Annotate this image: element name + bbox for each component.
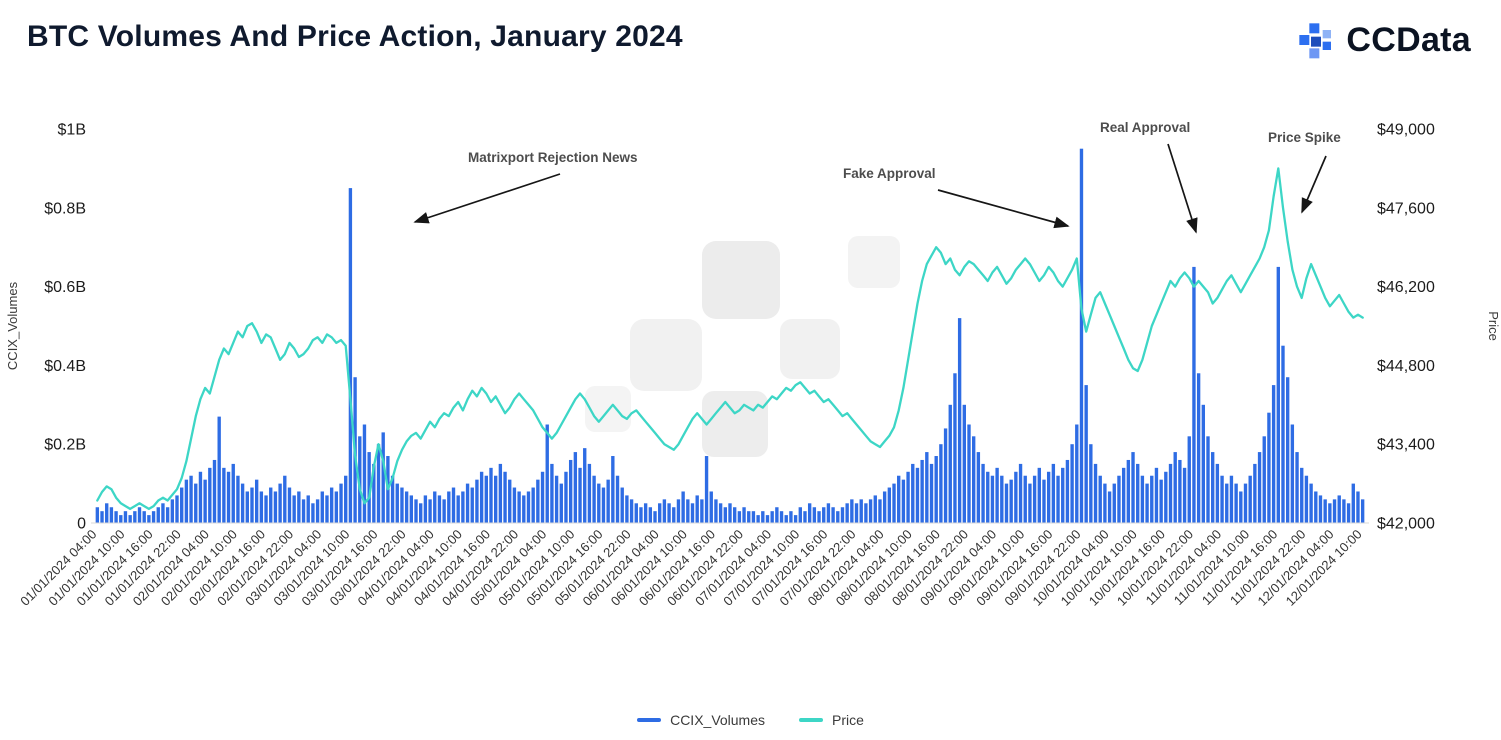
svg-text:Price: Price bbox=[1486, 311, 1501, 341]
legend-swatch-price bbox=[799, 718, 824, 722]
chart-title: BTC Volumes And Price Action, January 20… bbox=[27, 20, 683, 53]
svg-text:Fake Approval: Fake Approval bbox=[843, 166, 936, 181]
svg-text:$0.2B: $0.2B bbox=[44, 437, 86, 454]
svg-text:$0.6B: $0.6B bbox=[44, 279, 86, 296]
chart-annotations: Matrixport Rejection News Fake Approval Re… bbox=[413, 120, 1341, 234]
legend-item-price: Price bbox=[799, 712, 864, 728]
chart-legend: CCIX_Volumes Price bbox=[0, 701, 1501, 739]
legend-swatch-volumes bbox=[637, 718, 662, 722]
svg-text:$47,600: $47,600 bbox=[1377, 200, 1435, 217]
page-header: BTC Volumes And Price Action, January 20… bbox=[0, 0, 1501, 86]
svg-text:$1B: $1B bbox=[58, 122, 86, 139]
chart-area: $1B $0.8B $0.6B $0.4B $0.2B 0 $49,000 $47,600 $4… bbox=[0, 86, 1501, 705]
svg-text:Real Approval: Real Approval bbox=[1100, 120, 1190, 135]
ccdata-pixel-icon bbox=[1299, 23, 1332, 59]
svg-text:$0.8B: $0.8B bbox=[44, 200, 86, 217]
svg-text:$0.4B: $0.4B bbox=[44, 358, 86, 375]
svg-text:CCIX_Volumes: CCIX_Volumes bbox=[5, 281, 20, 370]
svg-text:Price Spike: Price Spike bbox=[1268, 130, 1341, 145]
price-line bbox=[96, 167, 1364, 511]
volume-price-chart: $1B $0.8B $0.6B $0.4B $0.2B 0 $49,000 $47,600 $4… bbox=[5, 120, 1501, 609]
svg-text:$43,400: $43,400 bbox=[1377, 437, 1435, 454]
svg-text:$44,800: $44,800 bbox=[1377, 358, 1435, 375]
ccdata-logo: CCData bbox=[1296, 20, 1471, 60]
brand-name: CCData bbox=[1346, 20, 1471, 59]
svg-text:0: 0 bbox=[77, 516, 86, 533]
svg-text:$46,200: $46,200 bbox=[1377, 279, 1435, 296]
legend-item-volumes: CCIX_Volumes bbox=[637, 712, 765, 728]
svg-text:$42,000: $42,000 bbox=[1377, 516, 1435, 533]
legend-label-price: Price bbox=[832, 712, 864, 728]
legend-label-volumes: CCIX_Volumes bbox=[670, 712, 766, 728]
chart-axes: $1B $0.8B $0.6B $0.4B $0.2B 0 $49,000 $47,600 $4… bbox=[5, 122, 1501, 609]
watermark-blocks bbox=[585, 236, 900, 457]
volume-bars bbox=[95, 148, 1365, 523]
svg-text:$49,000: $49,000 bbox=[1377, 122, 1435, 139]
svg-text:Matrixport Rejection News: Matrixport Rejection News bbox=[468, 150, 638, 165]
